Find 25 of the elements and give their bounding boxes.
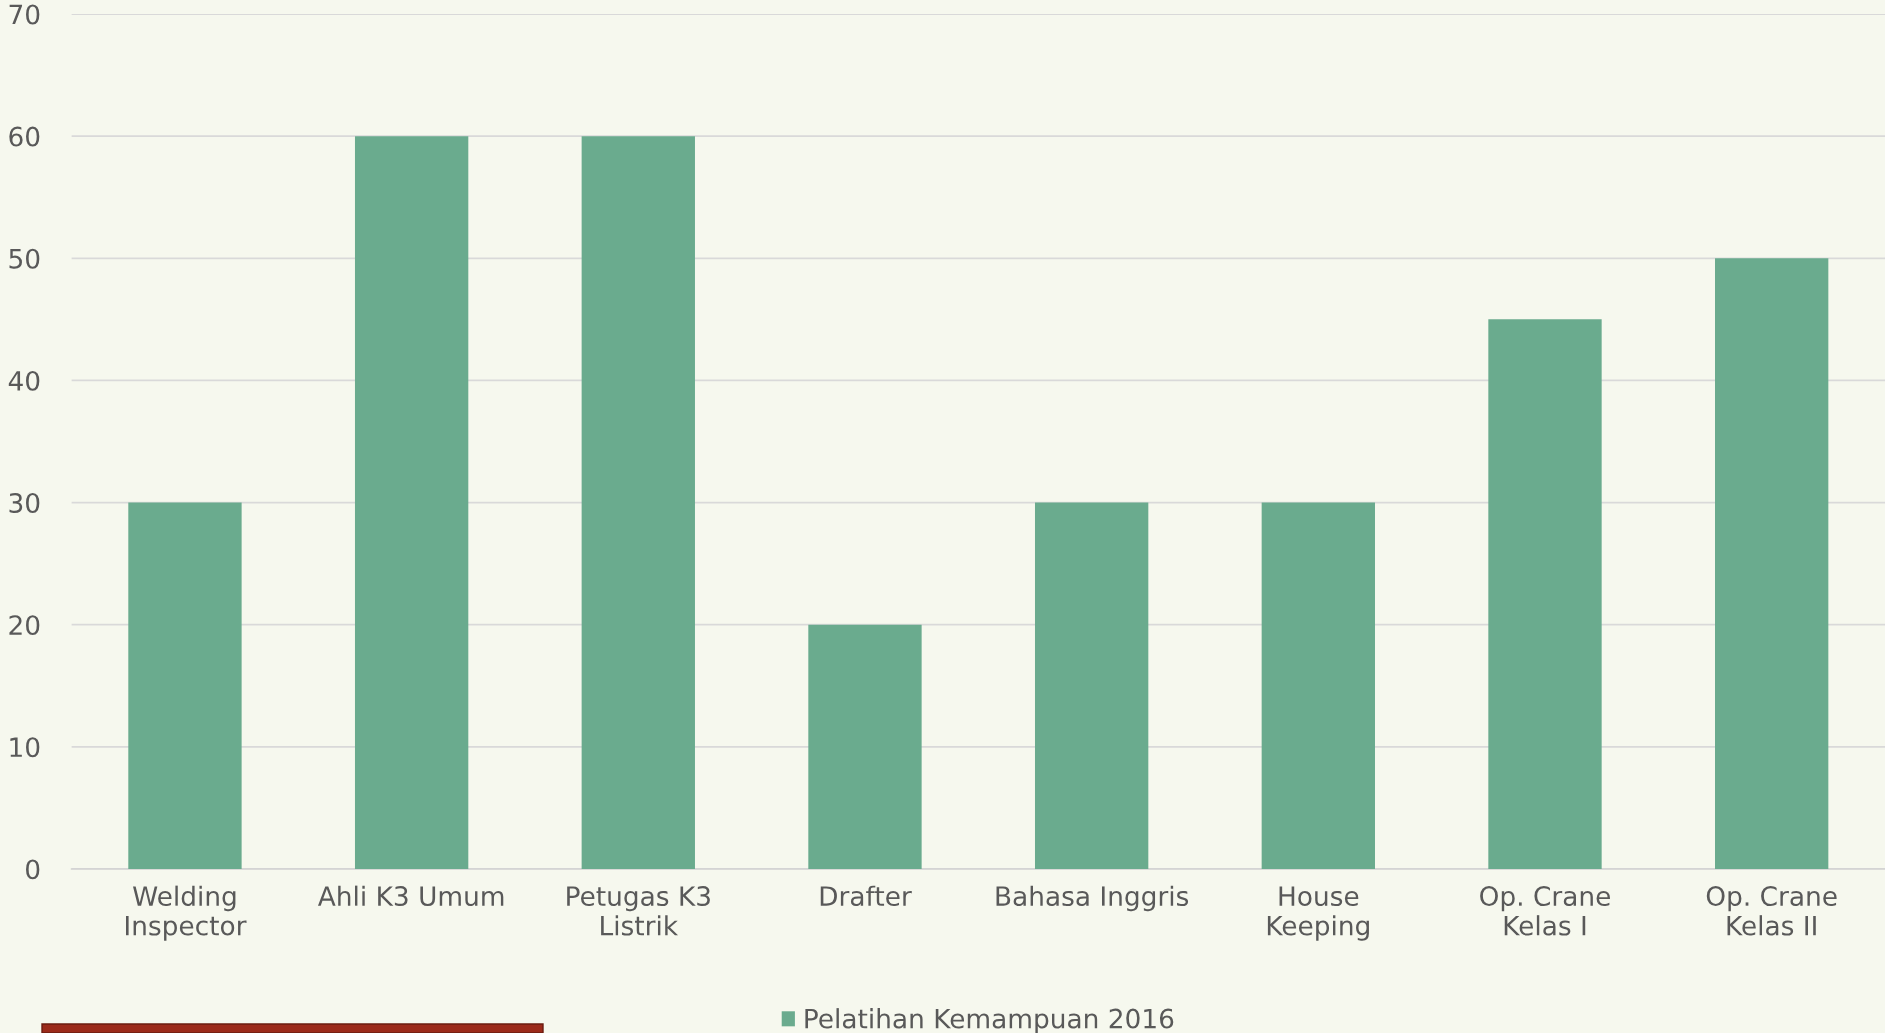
bar (128, 502, 242, 869)
x-tick-label: Petugas K3 Listrik (567, 886, 710, 936)
x-tick-label: Op. Crane Kelas I (1480, 886, 1610, 936)
bar (1715, 258, 1829, 869)
x-tick-label: Bahasa Inggris (996, 885, 1189, 912)
y-tick-label: 20 (9, 615, 40, 636)
x-tick-label: Welding Inspector (126, 885, 247, 941)
x-tick-label: Op. Crane Kelas II (1706, 886, 1837, 936)
y-tick-label: 70 (9, 4, 40, 25)
y-tick-label: 30 (9, 493, 40, 513)
x-tick-label: House Keeping (1267, 886, 1369, 941)
bar (1034, 502, 1149, 869)
y-tick-label: 50 (9, 248, 40, 269)
y-tick-label: 40 (8, 370, 40, 391)
bar (354, 136, 469, 869)
bar (1261, 502, 1375, 869)
y-tick-label: 0 (26, 859, 40, 880)
bar (581, 136, 695, 869)
legend-label: Pelatihan Kemampuan 2016 (805, 1008, 1174, 1033)
x-tick-label: Drafter (820, 885, 912, 907)
x-tick-label: Ahli K3 Umum (317, 885, 504, 907)
bar (808, 624, 922, 869)
y-tick-label: 60 (9, 126, 40, 147)
bar (1488, 319, 1602, 869)
y-tick-label: 10 (10, 737, 40, 758)
